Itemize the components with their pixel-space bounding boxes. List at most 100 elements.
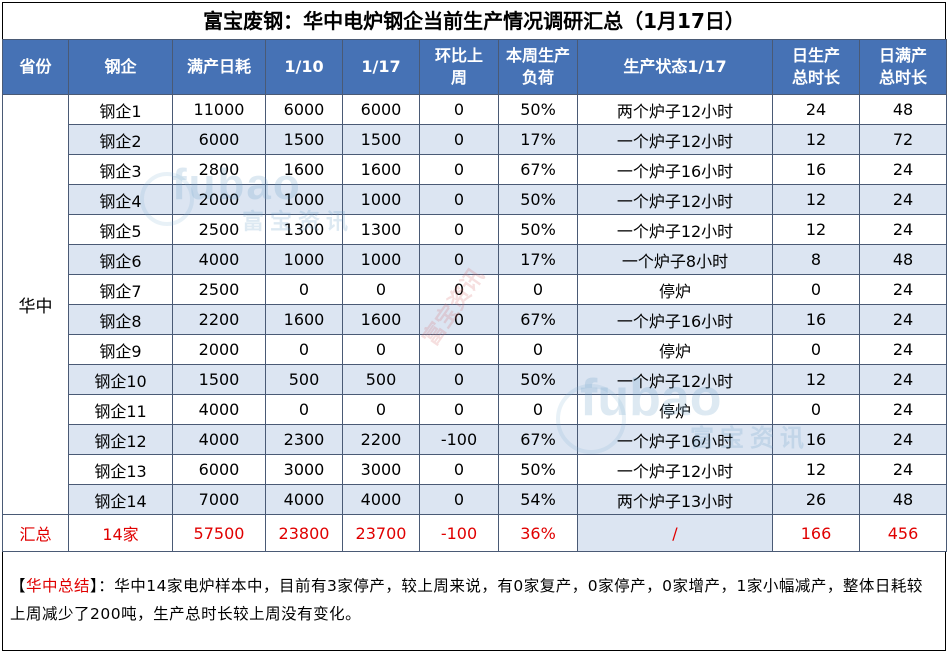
header-cell: 满产日耗 <box>172 39 266 95</box>
table-cell: 钢企4 <box>68 184 173 215</box>
header-row: 省份 钢企 满产日耗 1/10 1/17 环比上周 本周生产负荷 生产状态1/1… <box>2 39 947 95</box>
table-cell: 一个炉子12小时 <box>577 454 773 485</box>
table-row: 钢企11 4000 0 0 0 0 停炉 0 24 <box>3 394 947 425</box>
table-cell: 2800 <box>172 154 266 185</box>
header-cell: 日生产总时长 <box>772 39 860 95</box>
table-cell: 16 <box>772 424 860 455</box>
table-cell: 2200 <box>172 304 266 335</box>
table-cell: 0 <box>342 274 420 305</box>
table-cell: 17% <box>498 124 578 155</box>
table-cell: 0 <box>772 394 860 425</box>
table-cell: 0 <box>419 364 499 395</box>
table-cell: 1000 <box>265 184 343 215</box>
page-title: 富宝废钢：华中电炉钢企当前生产情况调研汇总（1月17日） <box>2 2 946 40</box>
table-cell: 24 <box>859 214 947 245</box>
table-cell: 两个炉子12小时 <box>577 94 773 125</box>
table-cell: 0 <box>419 244 499 275</box>
table-cell: 0 <box>419 484 499 515</box>
table-cell: 0 <box>419 154 499 185</box>
table-cell: 48 <box>859 484 947 515</box>
table-cell: 48 <box>859 94 947 125</box>
table-cell: 8 <box>772 244 860 275</box>
table-cell: 6000 <box>342 94 420 125</box>
table-cell: 24 <box>859 334 947 365</box>
total-cell: 汇总 <box>2 514 69 552</box>
table-cell: 停炉 <box>577 334 773 365</box>
table-cell: 一个炉子16小时 <box>577 154 773 185</box>
table-cell: 0 <box>265 274 343 305</box>
table-cell: 钢企9 <box>68 334 173 365</box>
table-cell: -100 <box>419 424 499 455</box>
table-cell: 3000 <box>342 454 420 485</box>
table-cell: 0 <box>419 274 499 305</box>
table-row: 钢企8 2200 1600 1600 0 67% 一个炉子16小时 16 24 <box>3 304 947 335</box>
table-cell: 500 <box>342 364 420 395</box>
table-cell: 2500 <box>172 214 266 245</box>
header-cell: 环比上周 <box>419 39 499 95</box>
table-cell: 0 <box>419 334 499 365</box>
table-row: 钢企14 7000 4000 4000 0 54% 两个炉子13小时 26 48 <box>3 484 947 515</box>
table-cell: 0 <box>419 124 499 155</box>
total-cell: 36% <box>498 514 578 552</box>
table-cell: 1500 <box>265 124 343 155</box>
table-cell: 1500 <box>342 124 420 155</box>
table-cell: 1300 <box>265 214 343 245</box>
table-cell: 12 <box>772 124 860 155</box>
table-cell: 0 <box>419 394 499 425</box>
table-cell: 钢企8 <box>68 304 173 335</box>
table-cell: 24 <box>859 154 947 185</box>
table-cell: 0 <box>342 334 420 365</box>
table-cell: 3000 <box>265 454 343 485</box>
table-cell: 24 <box>859 364 947 395</box>
table-cell: 4000 <box>172 424 266 455</box>
table-cell: 54% <box>498 484 578 515</box>
table-cell: 2000 <box>172 334 266 365</box>
table-cell: 0 <box>419 184 499 215</box>
table-cell: 停炉 <box>577 394 773 425</box>
table-cell: 4000 <box>172 394 266 425</box>
table-cell: 0 <box>342 394 420 425</box>
province-cell: 华中 <box>2 94 69 515</box>
table-cell: 一个炉子12小时 <box>577 124 773 155</box>
table-cell: 0 <box>265 334 343 365</box>
table-row: 钢企3 2800 1600 1600 0 67% 一个炉子16小时 16 24 <box>3 154 947 185</box>
table-cell: 26 <box>772 484 860 515</box>
table-cell: 一个炉子8小时 <box>577 244 773 275</box>
table-cell: 钢企12 <box>68 424 173 455</box>
table-cell: 0 <box>419 454 499 485</box>
table-cell: 一个炉子16小时 <box>577 424 773 455</box>
total-cell: 23700 <box>342 514 420 552</box>
header-cell: 生产状态1/17 <box>577 39 773 95</box>
table-cell: 24 <box>859 304 947 335</box>
header-cell: 1/10 <box>265 39 343 95</box>
total-cell: / <box>577 514 773 552</box>
table-cell: 7000 <box>172 484 266 515</box>
header-cell: 1/17 <box>342 39 420 95</box>
table-cell: 24 <box>859 274 947 305</box>
table-cell: 500 <box>265 364 343 395</box>
table-cell: 6000 <box>172 454 266 485</box>
table-cell: 12 <box>772 454 860 485</box>
table-cell: 0 <box>419 214 499 245</box>
table-cell: 0 <box>498 394 578 425</box>
table-cell: 6000 <box>265 94 343 125</box>
table-cell: 2200 <box>342 424 420 455</box>
table-cell: 67% <box>498 304 578 335</box>
table-cell: 12 <box>772 184 860 215</box>
table-cell: 4000 <box>342 484 420 515</box>
table-row: 钢企7 2500 0 0 0 0 停炉 0 24 <box>3 274 947 305</box>
table-cell: 1600 <box>265 154 343 185</box>
header-cell: 本周生产负荷 <box>498 39 578 95</box>
production-table: 省份 钢企 满产日耗 1/10 1/17 环比上周 本周生产负荷 生产状态1/1… <box>2 39 947 552</box>
table-cell: 2300 <box>265 424 343 455</box>
table-cell: 0 <box>772 334 860 365</box>
table-cell: 钢企13 <box>68 454 173 485</box>
table-cell: 停炉 <box>577 274 773 305</box>
table-row: 钢企4 2000 1000 1000 0 50% 一个炉子12小时 12 24 <box>3 184 947 215</box>
table-row: 钢企6 4000 1000 1000 0 17% 一个炉子8小时 8 48 <box>3 244 947 275</box>
table-cell: 24 <box>859 454 947 485</box>
table-cell: 钢企7 <box>68 274 173 305</box>
summary-label: 【华中总结】 <box>10 577 99 595</box>
total-cell: 14家 <box>68 514 173 552</box>
table-cell: 1600 <box>265 304 343 335</box>
